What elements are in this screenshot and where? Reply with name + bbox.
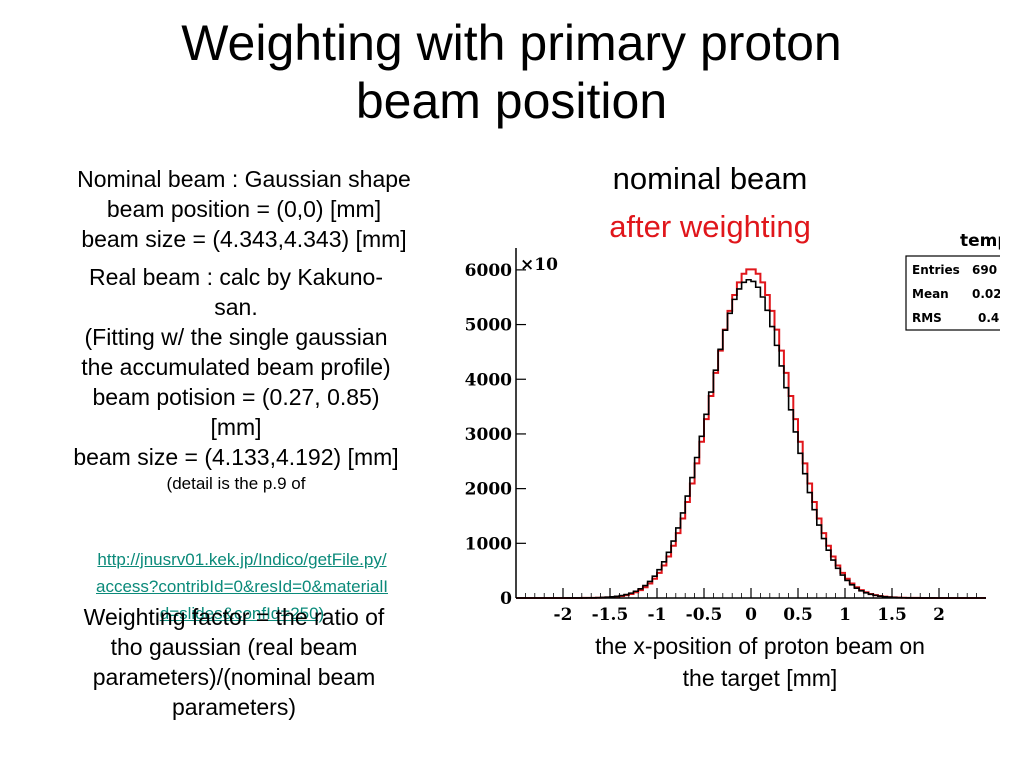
x-tick-label: -1.5 <box>592 605 629 625</box>
nominal-line-2: beam position = (0,0) [mm] <box>106 196 382 222</box>
x-tick-label: 0.5 <box>783 605 813 625</box>
axis-ticks: -2 -1.5 -1 -0.5 0 0.5 1 1.5 2 0 1000 2000 3000 4000 50… <box>465 261 977 625</box>
detail-note: (detail is the p.9 of <box>166 474 306 493</box>
real-line-5: beam potision = (0.27, 0.85) <box>92 384 380 410</box>
x-tick-label: 1.5 <box>877 605 907 625</box>
weight-line-4: parameters) <box>172 694 296 720</box>
y-tick-label: 1000 <box>465 534 512 554</box>
weight-line-3: parameters)/(nominal beam <box>92 664 376 690</box>
real-line-2: san. <box>214 294 258 320</box>
stats-value-entries: 690 <box>972 263 997 277</box>
real-line-3: (Fitting w/ the single gaussian <box>84 324 388 350</box>
x-tick-label: 1 <box>839 605 851 625</box>
stats-value-mean: 0.02 <box>972 287 1000 301</box>
real-line-7: beam size = (4.133,4.192) [mm] <box>73 444 399 470</box>
title-line-2: beam position <box>355 73 668 129</box>
stats-box-frame <box>905 255 1000 331</box>
x-tick-label: 2 <box>933 605 945 625</box>
x-tick-label: -1 <box>648 605 667 625</box>
stats-label-rms: RMS <box>912 311 942 325</box>
real-line-6: [mm] <box>210 414 262 440</box>
y-tick-label: 4000 <box>465 370 512 390</box>
slide-title: Weighting with primary proton beam posit… <box>0 14 1023 130</box>
stats-box: temp Entries 690 Mean 0.02 RMS 0.4 <box>905 231 1000 331</box>
y-tick-label: 5000 <box>465 316 512 336</box>
x-tick-label: -0.5 <box>686 605 723 625</box>
nominal-line-1: Nominal beam : Gaussian shape <box>77 166 411 192</box>
real-line-4: the accumulated beam profile) <box>81 354 391 380</box>
nominal-line-3: beam size = (4.343,4.343) [mm] <box>81 226 407 252</box>
weighting-factor-description: Weighting factor = the ratio of tho gaus… <box>4 602 464 722</box>
y-tick-label: 3000 <box>465 425 512 445</box>
x-tick-label: 0 <box>745 605 757 625</box>
y-tick-label: 2000 <box>465 480 512 500</box>
y-tick-label: 6000 <box>465 261 512 281</box>
stats-box-name: temp <box>960 231 1000 251</box>
stats-label-mean: Mean <box>912 287 949 301</box>
link-line-3[interactable]: d=slides&confId=250) <box>159 604 325 623</box>
caption-line-1: the x-position of proton beam on <box>595 633 925 659</box>
nominal-beam-description: Nominal beam : Gaussian shape beam posit… <box>14 164 474 254</box>
beam-position-histogram: -2 -1.5 -1 -0.5 0 0.5 1 1.5 2 0 1000 2000 3000 4000 50… <box>465 231 1000 625</box>
legend-nominal-beam: nominal beam <box>612 161 808 196</box>
y-multiplier-label: ×10 <box>520 255 558 275</box>
x-tick-label: -2 <box>554 605 573 625</box>
caption-line-2: the target [mm] <box>682 665 838 691</box>
stats-value-rms: 0.4 <box>978 311 999 325</box>
reference-link[interactable]: http://jnusrv01.kek.jp/Indico/getFile.py… <box>12 546 472 627</box>
link-line-2[interactable]: access?contribId=0&resId=0&materialI <box>96 577 388 596</box>
weight-line-2: tho gaussian (real beam <box>110 634 358 660</box>
real-beam-description: Real beam : calc by Kakuno- san. (Fittin… <box>6 262 466 496</box>
legend-after-weighting: after weighting <box>609 209 811 244</box>
title-line-1: Weighting with primary proton <box>181 15 842 71</box>
y-tick-label: 0 <box>500 589 512 609</box>
x-axis-caption: the x-position of proton beam on the tar… <box>530 630 990 694</box>
link-line-1[interactable]: http://jnusrv01.kek.jp/Indico/getFile.py… <box>97 550 387 569</box>
weight-line-1: Weighting factor = the ratio of <box>83 604 385 630</box>
real-line-1: Real beam : calc by Kakuno- <box>88 264 384 290</box>
stats-label-entries: Entries <box>912 263 960 277</box>
